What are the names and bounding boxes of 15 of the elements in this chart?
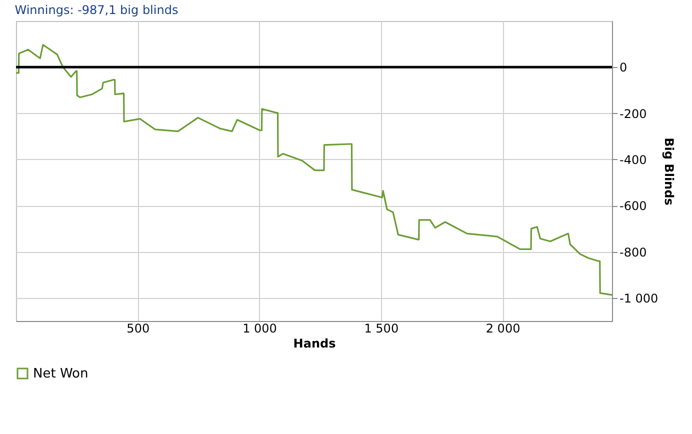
x-tick-label: 1 500	[364, 322, 399, 336]
y-tick-label: 0	[620, 60, 628, 75]
y-tick-label: -400	[620, 152, 647, 167]
x-tick-label: 2 000	[486, 322, 520, 336]
legend-label: Net Won	[33, 366, 88, 382]
y-tick-label: -1 000	[620, 291, 658, 306]
line-series	[16, 44, 612, 296]
y-tick-label: -800	[620, 245, 647, 260]
y-tick-label: -200	[620, 106, 647, 121]
x-axis-title: Hands	[293, 336, 336, 350]
x-tick-label: 1 000	[242, 322, 277, 336]
x-tick-label: 500	[126, 322, 150, 336]
chart-title: Winnings: -987,1 big blinds	[14, 3, 178, 17]
y-axis-title: Big Blinds	[662, 138, 676, 206]
y-tick-label: -600	[620, 199, 647, 214]
